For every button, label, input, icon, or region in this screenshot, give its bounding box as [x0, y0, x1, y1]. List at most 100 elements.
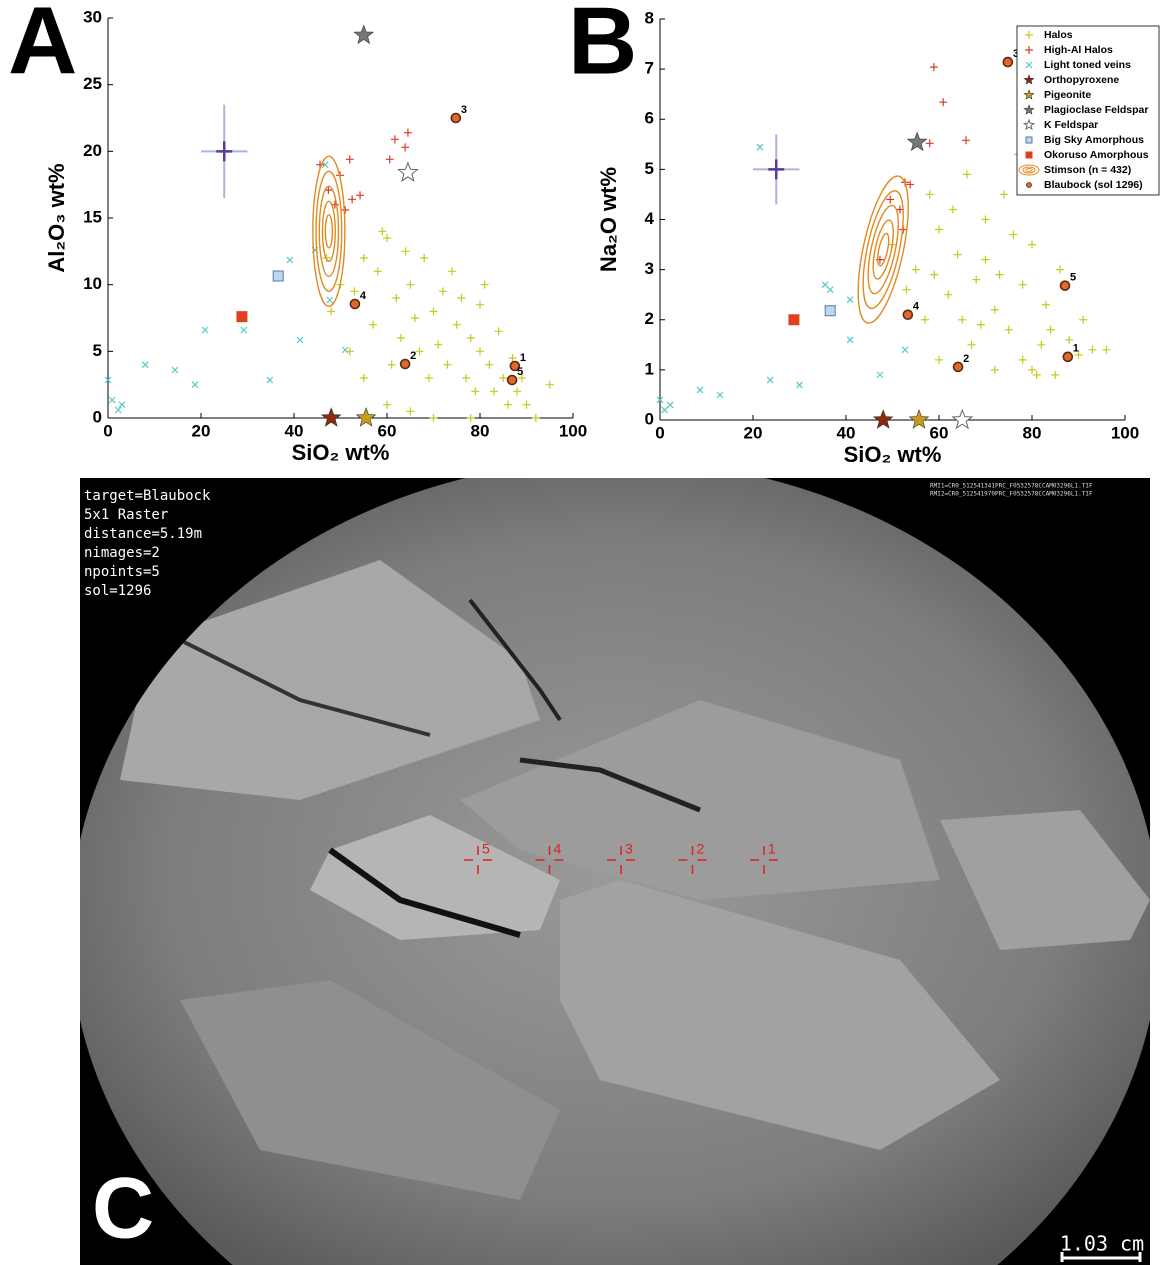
point [508, 354, 517, 362]
point [1055, 265, 1064, 274]
y-tick-label: 1 [645, 359, 654, 378]
point [373, 267, 382, 276]
point [826, 286, 834, 294]
point [716, 391, 724, 399]
point [967, 340, 976, 349]
contour [872, 219, 894, 280]
point [902, 309, 914, 321]
point [387, 360, 396, 369]
series [888, 150, 1111, 379]
point [392, 294, 401, 302]
point [397, 161, 419, 182]
x-axis-label: SiO₂ wt% [292, 440, 390, 465]
point [406, 280, 415, 289]
point [962, 170, 971, 179]
point [480, 280, 489, 289]
legend-label: High-Al Halos [1044, 44, 1113, 56]
point [796, 381, 803, 389]
point [990, 365, 999, 374]
point [359, 254, 368, 262]
rock-slab [310, 815, 560, 940]
point [506, 374, 518, 386]
crack [179, 638, 431, 737]
point [104, 376, 112, 384]
point [531, 414, 540, 422]
point [415, 347, 424, 356]
point [443, 360, 452, 369]
point [886, 195, 895, 204]
series [872, 409, 894, 429]
point [935, 225, 943, 234]
point [114, 406, 122, 414]
legend-label: Blaubock (sol 1296) [1044, 179, 1143, 191]
legend-label: Big Sky Amorphous [1044, 134, 1144, 146]
point [471, 387, 480, 396]
point [1002, 56, 1014, 68]
point [272, 270, 284, 282]
point [359, 374, 368, 382]
crack [468, 598, 562, 722]
contour [862, 190, 904, 310]
info-line: npoints=5 [84, 564, 160, 580]
point-label: 5 [517, 366, 523, 378]
point [921, 315, 930, 324]
point [661, 406, 669, 414]
point [995, 270, 1004, 279]
point [341, 206, 350, 214]
point [1088, 345, 1097, 354]
legend-marker [1023, 74, 1035, 85]
info-line: distance=5.19m [84, 526, 202, 542]
point [448, 267, 457, 276]
point [1041, 300, 1050, 309]
point [383, 400, 391, 409]
point [236, 311, 248, 323]
x-tick-label: 40 [837, 423, 856, 442]
point [369, 320, 378, 329]
point [522, 400, 531, 409]
point [1000, 190, 1009, 199]
point [141, 361, 149, 369]
point [452, 320, 461, 329]
point [906, 131, 928, 152]
raster-label: 1 [768, 841, 776, 857]
point [846, 336, 854, 344]
point [952, 361, 964, 373]
error-bar-center [216, 141, 233, 162]
y-tick-label: 10 [83, 274, 102, 293]
series [322, 227, 554, 422]
point [906, 180, 915, 189]
point [1032, 370, 1041, 379]
point [1018, 355, 1027, 364]
point [930, 270, 939, 279]
point [108, 396, 116, 404]
point [981, 215, 990, 224]
point [976, 320, 985, 329]
info-line: 5x1 Raster [84, 507, 168, 523]
series [824, 305, 836, 317]
point [953, 250, 962, 259]
point [450, 112, 462, 124]
point [383, 234, 391, 242]
contour [857, 175, 909, 324]
contour [321, 200, 336, 263]
legend-box [1016, 25, 1160, 196]
point [944, 290, 953, 299]
point [324, 186, 333, 194]
photo-panel: 5 4 3 2 1 target=Blaubock 5x1 Raster distance=… [80, 478, 1150, 1265]
series [875, 63, 970, 264]
point [434, 340, 443, 349]
point [378, 227, 387, 236]
point [990, 305, 999, 314]
raster-crosshair [464, 846, 492, 874]
point [1028, 240, 1036, 249]
point-label: 2 [963, 353, 969, 365]
point [286, 256, 294, 264]
error-bar-center [768, 159, 785, 180]
raster-label: 5 [482, 841, 490, 857]
point [788, 314, 800, 326]
point [545, 380, 554, 389]
series [908, 409, 930, 429]
point [756, 143, 764, 151]
legend-label: Okoruso Amorphous [1044, 149, 1149, 161]
series: 1 2 3 4 5 [902, 48, 1079, 373]
